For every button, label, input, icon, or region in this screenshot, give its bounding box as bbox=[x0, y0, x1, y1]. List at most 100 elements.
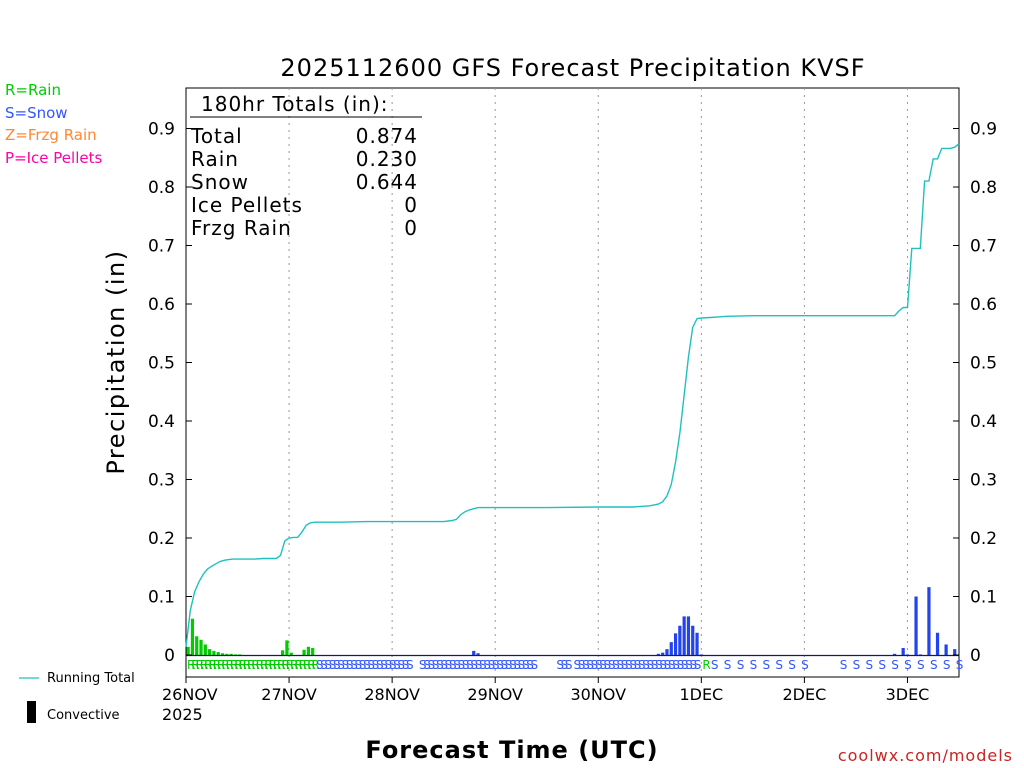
snow-bar bbox=[691, 625, 695, 655]
type-letter: S bbox=[638, 658, 646, 672]
type-letter: S bbox=[363, 658, 371, 672]
type-letter: S bbox=[625, 658, 633, 672]
type-letter: S bbox=[672, 658, 680, 672]
snow-bar bbox=[661, 652, 665, 655]
rain-bar bbox=[302, 649, 306, 655]
x-tick-label: 2DEC bbox=[783, 685, 827, 704]
type-letter: R bbox=[286, 658, 294, 672]
type-letter: S bbox=[904, 658, 912, 672]
type-letter: S bbox=[466, 658, 474, 672]
type-letter: S bbox=[436, 658, 444, 672]
totals-row-label: Ice Pellets bbox=[191, 193, 303, 217]
type-letter: S bbox=[337, 658, 345, 672]
type-letter: S bbox=[483, 658, 491, 672]
footer-credit: coolwx.com/models bbox=[838, 746, 1013, 765]
type-letter: S bbox=[878, 658, 886, 672]
type-letter: S bbox=[393, 658, 401, 672]
y-tick-label-left: 0.3 bbox=[148, 471, 175, 491]
y-tick-label-right: 0.9 bbox=[970, 120, 997, 140]
type-letter: S bbox=[432, 658, 440, 672]
type-letter: S bbox=[350, 658, 358, 672]
type-letter: R bbox=[290, 658, 298, 672]
type-letter: S bbox=[500, 658, 508, 672]
rain-bar bbox=[225, 653, 229, 655]
type-letter: R bbox=[221, 658, 229, 672]
x-tick-label: 3DEC bbox=[886, 685, 930, 704]
type-letter: S bbox=[612, 658, 620, 672]
vertical-gridlines bbox=[288, 88, 908, 677]
type-letter: S bbox=[586, 658, 594, 672]
y-tick-label-right: 0.4 bbox=[970, 412, 997, 432]
type-legend-item: R=Rain bbox=[5, 81, 61, 99]
type-letter: R bbox=[217, 658, 225, 672]
y-tick-label-right: 0.2 bbox=[970, 529, 997, 549]
plot-frame bbox=[185, 87, 960, 678]
snow-bar bbox=[656, 653, 660, 655]
snow-bar bbox=[472, 650, 476, 655]
type-letter: R bbox=[239, 658, 247, 672]
type-letter: S bbox=[891, 658, 899, 672]
type-letter: S bbox=[522, 658, 530, 672]
type-letter: S bbox=[801, 658, 809, 672]
type-letter: S bbox=[423, 658, 431, 672]
type-letter: S bbox=[595, 658, 603, 672]
y-tick-label-right: 0.8 bbox=[970, 178, 997, 198]
y-tick-label-right: 0.1 bbox=[970, 588, 997, 608]
x-tick-label: 30NOV bbox=[570, 685, 626, 704]
type-letter: R bbox=[294, 658, 302, 672]
type-letter: S bbox=[470, 658, 478, 672]
type-letter: S bbox=[853, 658, 861, 672]
type-letter: S bbox=[445, 658, 453, 672]
type-letter: S bbox=[762, 658, 770, 672]
running-total-legend-label: Running Total bbox=[47, 671, 135, 686]
x-axis-label: Forecast Time (UTC) bbox=[365, 736, 658, 764]
type-letter: S bbox=[526, 658, 534, 672]
type-letter: S bbox=[462, 658, 470, 672]
type-letter: S bbox=[616, 658, 624, 672]
rain-bar bbox=[289, 652, 293, 655]
type-letter: S bbox=[354, 658, 362, 672]
type-letter: S bbox=[329, 658, 337, 672]
snow-bar bbox=[678, 625, 682, 655]
y-tick-label-left: 0.9 bbox=[148, 120, 175, 140]
type-letter: S bbox=[750, 658, 758, 672]
x-tick-label: 29NOV bbox=[467, 685, 523, 704]
precip-type-legend: R=Rain S=Snow Z=Frzg Rain P=Ice Pellets bbox=[5, 79, 102, 169]
type-letter: S bbox=[518, 658, 526, 672]
chart-title: 2025112600 GFS Forecast Precipitation KV… bbox=[280, 54, 865, 82]
snow-bar bbox=[905, 654, 910, 656]
snow-bar bbox=[665, 649, 669, 655]
totals-row-value: 0 bbox=[404, 193, 418, 217]
type-letter: R bbox=[196, 658, 204, 672]
snow-bar bbox=[695, 632, 699, 655]
type-letter: R bbox=[243, 658, 251, 672]
type-letter: S bbox=[402, 658, 410, 672]
type-letter: R bbox=[230, 658, 238, 672]
totals-row-label: Total bbox=[190, 124, 243, 148]
type-letter: S bbox=[599, 658, 607, 672]
type-letter: S bbox=[509, 658, 517, 672]
type-letter: S bbox=[372, 658, 380, 672]
type-letter: S bbox=[681, 658, 689, 672]
type-letter: S bbox=[642, 658, 650, 672]
type-letter: S bbox=[629, 658, 637, 672]
type-letter: S bbox=[475, 658, 483, 672]
type-letter: R bbox=[208, 658, 216, 672]
type-letter: S bbox=[724, 658, 732, 672]
type-letter: R bbox=[273, 658, 281, 672]
type-letter: S bbox=[359, 658, 367, 672]
snow-bar bbox=[901, 647, 905, 655]
snow-bar bbox=[953, 649, 957, 655]
totals-box: 180hr Totals (in): Total 0.874 Rain 0.230 Sn… bbox=[190, 92, 422, 240]
type-letter: S bbox=[376, 658, 384, 672]
snow-bar bbox=[669, 642, 673, 655]
x-tick-label: 27NOV bbox=[261, 685, 317, 704]
type-letter: S bbox=[647, 658, 655, 672]
type-letter: S bbox=[930, 658, 938, 672]
type-letter: S bbox=[788, 658, 796, 672]
snow-bar bbox=[682, 616, 686, 655]
x-tick-label: 26NOV bbox=[162, 685, 218, 704]
type-letter: S bbox=[561, 658, 569, 672]
snow-bar bbox=[686, 616, 691, 655]
